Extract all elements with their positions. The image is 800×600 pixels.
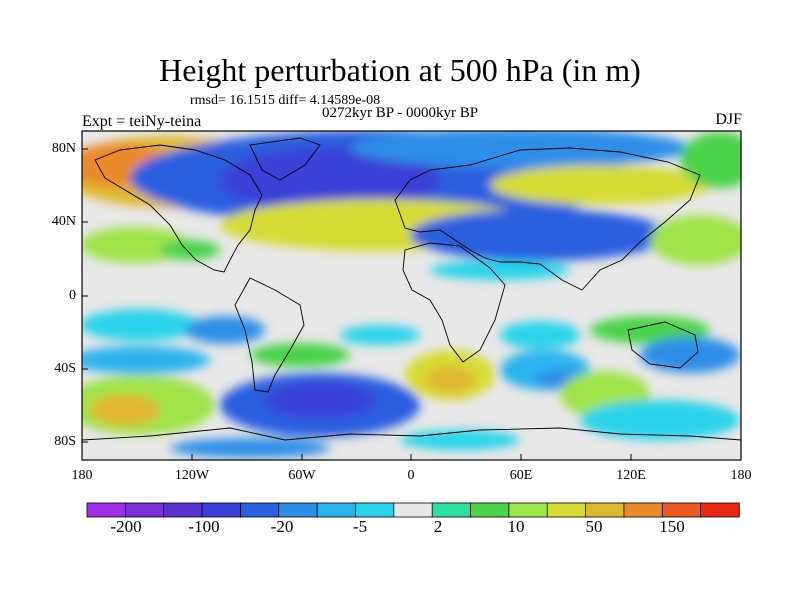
colorbar-swatch (240, 502, 280, 518)
lat-tick-label: 80S (54, 434, 76, 449)
colorbar-label: 2 (433, 517, 443, 536)
colorbar-swatch (201, 502, 242, 518)
chart-title: Height perturbation at 500 hPa (in m) (159, 52, 641, 88)
colorbar-swatch (546, 502, 587, 518)
lat-tick-label: 80N (51, 141, 76, 156)
colorbar-label: -100 (188, 517, 220, 536)
lat-tick-label: 0 (69, 288, 76, 303)
colorbar-swatch (623, 502, 663, 518)
colorbar-label: -200 (110, 517, 142, 536)
colorbar-label: 150 (659, 517, 685, 536)
colorbar-label: -20 (270, 517, 294, 536)
lat-tick-label: 40S (54, 361, 76, 376)
colorbar-swatch (124, 502, 165, 518)
colorbar-label: 50 (585, 517, 603, 536)
colorbar (86, 502, 740, 518)
colorbar-swatch (470, 502, 510, 518)
lat-tick-label: 40N (51, 214, 76, 229)
colorbar-swatch (585, 502, 625, 518)
lon-tick-label: 120E (616, 468, 646, 483)
continent-outlines (82, 137, 741, 441)
colorbar-swatch (278, 502, 318, 518)
colorbar-swatch (700, 502, 740, 518)
height-field (82, 131, 741, 460)
colorbar-swatch (163, 502, 203, 518)
lon-tick-label: 60W (288, 468, 316, 483)
colorbar-swatch (393, 502, 433, 518)
colorbar-swatch (355, 502, 395, 518)
lon-tick-label: 0 (407, 468, 415, 483)
lon-tick-label: 180 (730, 468, 752, 483)
colorbar-swatch (86, 502, 127, 518)
lon-tick-label: 180 (71, 468, 93, 483)
stats-line: rmsd= 16.1515 diff= 4.14589e-08 (190, 93, 381, 108)
colorbar-label: 10 (507, 517, 525, 536)
lon-tick-label: 60E (509, 468, 533, 483)
colorbar-swatch (508, 502, 548, 518)
axis-ticks (81, 148, 742, 460)
colorbar-swatch (431, 502, 472, 518)
period-label: 0272kyr BP - 0000kyr BP (322, 105, 479, 121)
lon-tick-label: 120W (174, 468, 210, 483)
colorbar-swatch (661, 502, 702, 518)
colorbar-label: -5 (352, 517, 368, 536)
colorbar-swatch (316, 502, 357, 518)
experiment-label: Expt = teiNy-teina (82, 113, 202, 130)
season-label: DJF (715, 111, 742, 128)
